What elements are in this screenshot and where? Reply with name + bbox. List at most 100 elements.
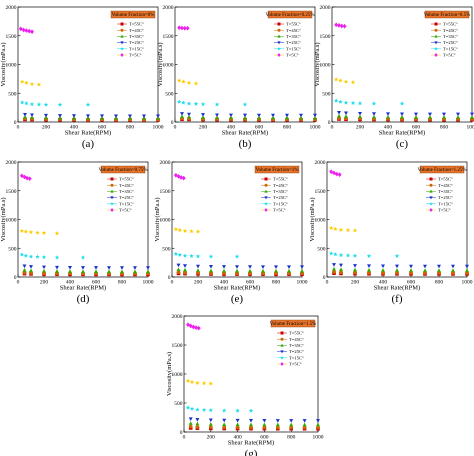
data-point xyxy=(41,230,47,235)
data-point xyxy=(344,114,348,118)
legend-marker xyxy=(429,208,433,212)
data-point xyxy=(187,114,191,119)
data-point xyxy=(289,419,294,423)
data-point xyxy=(350,100,356,105)
y-tick-label: 500 xyxy=(322,91,331,97)
data-point xyxy=(367,268,371,272)
legend-title: Volume Fraction=1% xyxy=(256,168,299,173)
x-axis-label: Shear Rate(RPM) xyxy=(374,285,420,292)
data-point xyxy=(30,115,34,119)
data-point xyxy=(23,112,27,117)
data-point xyxy=(209,265,213,269)
series-4 xyxy=(333,98,405,106)
data-point xyxy=(208,381,214,386)
data-point xyxy=(313,115,317,120)
legend-entry: T=45C° xyxy=(129,28,144,33)
data-point xyxy=(366,253,372,258)
data-point xyxy=(334,171,339,177)
data-point xyxy=(328,251,334,256)
x-axis-label: Shear Rate(RPM) xyxy=(222,130,268,137)
series-3 xyxy=(332,263,469,269)
legend-entry: T=55C° xyxy=(438,177,453,182)
data-point xyxy=(399,101,405,106)
data-point xyxy=(23,253,29,258)
series-0 xyxy=(188,426,320,431)
data-point xyxy=(235,418,240,423)
legend-entry: T=25C° xyxy=(289,349,304,354)
data-point xyxy=(409,271,413,275)
data-point xyxy=(94,266,98,270)
x-tick-label: 400 xyxy=(384,125,393,131)
y-tick-label: 2000 xyxy=(160,160,171,166)
data-point xyxy=(54,230,60,236)
y-tick-label: 500 xyxy=(165,91,174,97)
series-4 xyxy=(328,251,400,258)
x-axis-label: Shear Rate(RPM) xyxy=(214,285,260,292)
legend-entry: T=45C° xyxy=(289,337,304,342)
panel-label: (b) xyxy=(239,138,252,150)
data-point xyxy=(22,264,27,269)
data-point xyxy=(353,270,357,275)
series-0 xyxy=(180,117,317,122)
data-point xyxy=(328,225,334,231)
legend-entry: T=5C° xyxy=(289,362,302,367)
data-point xyxy=(313,113,317,118)
legend-marker xyxy=(110,183,114,187)
data-point xyxy=(338,227,344,232)
data-point xyxy=(409,268,413,272)
y-tick-label: 1500 xyxy=(172,343,183,349)
data-point xyxy=(36,102,42,107)
data-point xyxy=(339,267,343,271)
data-point xyxy=(185,405,191,410)
data-point xyxy=(329,169,334,175)
legend-marker xyxy=(264,201,268,206)
data-point xyxy=(262,422,267,427)
data-point xyxy=(114,114,118,119)
series-4 xyxy=(185,405,254,413)
y-tick-label: 2000 xyxy=(6,160,17,166)
data-point xyxy=(338,99,343,104)
x-tick-label: 0 xyxy=(331,125,334,131)
data-point xyxy=(333,226,338,231)
data-point xyxy=(55,269,59,273)
legend-marker xyxy=(277,46,281,51)
legend-title-box xyxy=(100,165,146,174)
data-point xyxy=(185,378,191,383)
legend-title: Volume Fraction=1.25% xyxy=(417,168,466,173)
y-tick-label: 0 xyxy=(14,120,17,126)
data-point xyxy=(194,325,199,330)
legend-marker xyxy=(110,189,114,193)
data-point xyxy=(302,419,307,423)
x-tick-label: 1000 xyxy=(310,125,321,131)
data-point xyxy=(19,228,25,233)
series-6 xyxy=(18,26,34,35)
legend-marker xyxy=(429,189,433,193)
data-point xyxy=(195,421,200,426)
data-point xyxy=(201,113,205,117)
series-3 xyxy=(180,112,317,118)
data-point xyxy=(350,79,356,85)
data-point xyxy=(177,227,183,233)
data-point xyxy=(195,407,200,412)
data-point xyxy=(189,253,194,258)
data-point xyxy=(300,265,304,269)
series-4 xyxy=(173,251,240,259)
data-point xyxy=(186,80,192,85)
data-point xyxy=(44,113,48,118)
data-point xyxy=(332,266,336,271)
data-point xyxy=(395,268,399,272)
chart-panel-b: 0 200 400 600 800 1000 0 500 1000 1500 2000 Shear R… xyxy=(157,5,321,150)
legend-entry: T=45C° xyxy=(443,28,458,33)
data-point xyxy=(42,265,46,270)
data-point xyxy=(470,115,474,119)
data-point xyxy=(337,110,341,115)
series-1 xyxy=(188,424,320,430)
legend-entry: T=55C° xyxy=(289,331,304,336)
data-point xyxy=(235,408,240,413)
data-point xyxy=(189,379,195,385)
data-point xyxy=(338,252,344,258)
legend-marker xyxy=(429,183,433,187)
y-tick-label: 1000 xyxy=(172,372,183,378)
chart-panel-a: 0 200 400 600 800 1000 0 500 1000 1500 2000 Shear R… xyxy=(0,5,164,150)
